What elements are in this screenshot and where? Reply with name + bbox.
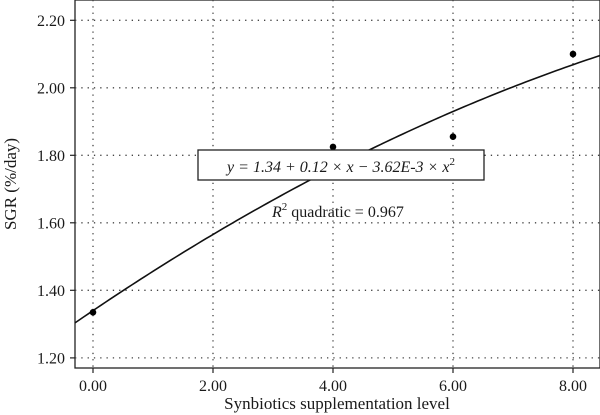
y-tick-label: 1.60 — [37, 215, 65, 232]
data-point — [449, 133, 457, 140]
x-tick-label: 4.00 — [319, 378, 347, 395]
data-point — [329, 143, 337, 151]
x-axis-title: Synbiotics supplementation level — [224, 394, 450, 413]
y-tick-label: 1.20 — [37, 350, 65, 367]
y-tick-labels: 1.20 1.40 1.60 1.80 2.00 2.20 — [37, 13, 65, 368]
y-tick-label: 2.20 — [37, 13, 65, 30]
x-tick-labels: 0.00 2.00 4.00 6.00 8.00 — [79, 378, 587, 395]
y-axis-title: SGR (%/day) — [1, 138, 20, 230]
equation-box — [197, 149, 485, 181]
plot-frame — [74, 0, 600, 369]
equation-label: y = 1.34 + 0.12 × x − 3.62E-3 × x2 — [225, 156, 455, 176]
x-tick-label: 2.00 — [199, 378, 227, 395]
data-point — [89, 309, 97, 316]
y-tick-label: 1.80 — [37, 148, 65, 165]
grid — [70, 0, 600, 373]
data-points — [89, 50, 577, 316]
fit-curve — [74, 54, 600, 324]
y-tick-label: 1.40 — [37, 283, 65, 300]
x-tick-label: 8.00 — [559, 378, 587, 395]
data-point — [569, 50, 577, 58]
r2-label: R2 quadratic = 0.967 — [271, 201, 404, 221]
x-tick-label: 0.00 — [79, 378, 107, 395]
x-tick-label: 6.00 — [439, 378, 467, 395]
y-tick-label: 2.00 — [37, 80, 65, 97]
